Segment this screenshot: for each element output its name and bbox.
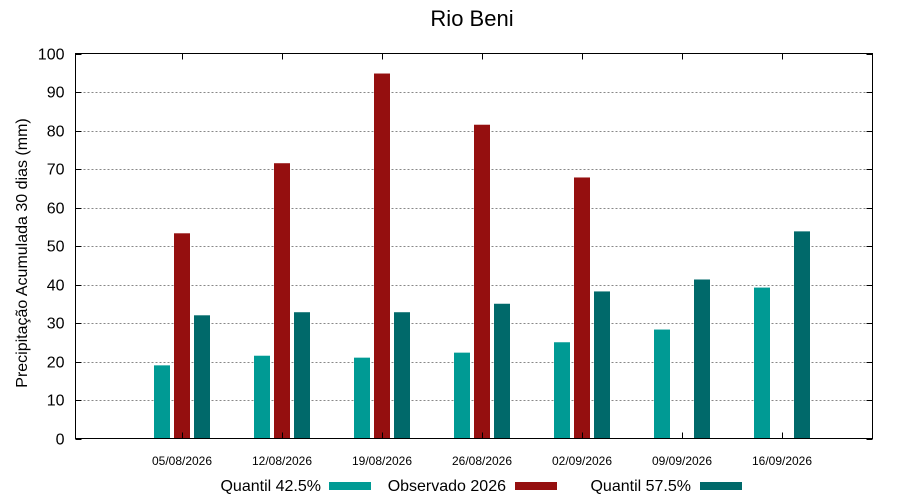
y-tick-label: 80 [47,124,65,141]
x-tick-label: 26/08/2026 [452,454,512,468]
y-tick-label: 100 [38,47,65,64]
bar-observado-2026 [274,163,290,439]
bar-observado-2026 [374,73,390,439]
x-tick-label: 09/09/2026 [652,454,712,468]
bar-quantil-57-5 [594,291,610,439]
legend-swatch [515,482,557,490]
bar-quantil-42-5 [254,355,270,439]
legend-label: Quantil 42.5% [220,478,321,495]
x-tick-label: 02/09/2026 [552,454,612,468]
axis-ticks: 0 10 20 30 40 50 60 70 80 90 100 05/08/2026 12/08/20… [38,47,873,468]
bar-quantil-42-5 [754,287,770,439]
bar-quantil-57-5 [494,303,510,439]
bar-quantil-57-5 [294,312,310,439]
bar-quantil-57-5 [794,231,810,439]
y-tick-label: 90 [47,85,65,102]
bar-quantil-42-5 [554,342,570,439]
x-tick-label: 19/08/2026 [352,454,412,468]
legend-swatch [329,482,371,490]
bar-quantil-57-5 [694,279,710,439]
y-tick-label: 50 [47,239,65,256]
bars [154,73,810,439]
y-tick-label: 0 [56,432,65,449]
y-tick-label: 60 [47,201,65,218]
bar-quantil-42-5 [654,329,670,439]
legend-swatch [700,482,742,490]
bar-quantil-42-5 [354,357,370,439]
bar-quantil-42-5 [154,365,170,439]
y-axis-label: Precipitação Acumulada 30 dias (mm) [14,118,31,387]
y-tick-label: 20 [47,355,65,372]
bar-observado-2026 [574,177,590,439]
bar-quantil-42-5 [454,352,470,439]
legend: Quantil 42.5% Observado 2026 Quantil 57.5% [220,478,742,495]
chart-title: Rio Beni [430,6,513,31]
legend-label: Observado 2026 [388,478,506,495]
x-tick-label: 16/09/2026 [752,454,812,468]
bar-observado-2026 [174,233,190,439]
y-tick-label: 70 [47,162,65,179]
bar-quantil-57-5 [394,312,410,439]
x-tick-label: 12/08/2026 [252,454,312,468]
y-tick-label: 40 [47,278,65,295]
legend-label: Quantil 57.5% [590,478,691,495]
y-tick-label: 30 [47,316,65,333]
bar-quantil-57-5 [194,315,210,439]
y-tick-label: 10 [47,393,65,410]
x-tick-label: 05/08/2026 [152,454,212,468]
bar-observado-2026 [474,124,490,439]
